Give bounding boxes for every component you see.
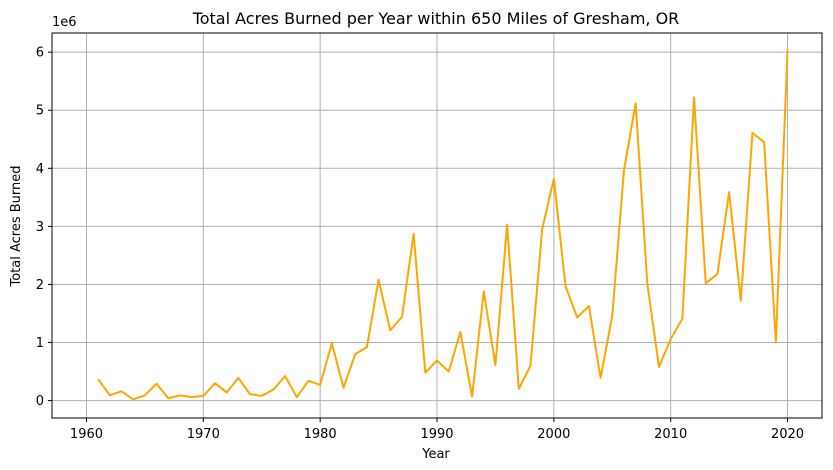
x-tick-label: 2010 — [654, 427, 687, 442]
x-axis: 1960 1970 1980 1990 2000 2010 2020 — [70, 418, 804, 442]
series-line — [97, 49, 789, 401]
y-axis-title: Total Acres Burned — [9, 165, 24, 287]
y-tick-label: 6 — [36, 46, 44, 61]
y-tick-label: 1 — [36, 336, 44, 351]
x-tick-label: 2000 — [537, 427, 570, 442]
y-tick-label: 4 — [36, 162, 44, 177]
x-axis-title: Year — [421, 447, 450, 462]
chart-title: Total Acres Burned per Year within 650 M… — [192, 9, 680, 28]
x-tick-label: 1980 — [304, 427, 337, 442]
x-tick-label: 1970 — [187, 427, 220, 442]
x-tick-label: 1990 — [420, 427, 453, 442]
y-axis: 0 1 2 3 4 5 6 — [36, 46, 52, 409]
y-offset-label: 1e6 — [52, 15, 77, 30]
y-tick-label: 3 — [36, 220, 44, 235]
x-tick-label: 2020 — [771, 427, 804, 442]
y-tick-label: 5 — [36, 104, 44, 119]
x-tick-label: 1960 — [70, 427, 103, 442]
y-tick-label: 2 — [36, 278, 44, 293]
y-tick-label: 0 — [36, 394, 44, 409]
